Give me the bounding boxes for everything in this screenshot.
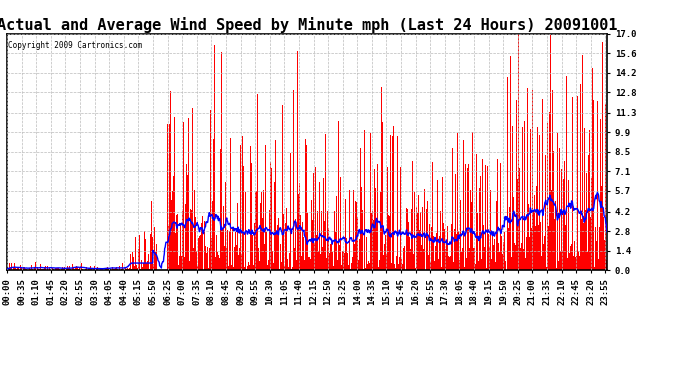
Text: Copyright 2009 Cartronics.com: Copyright 2009 Cartronics.com — [8, 41, 142, 50]
Title: Actual and Average Wind Speed by Minute mph (Last 24 Hours) 20091001: Actual and Average Wind Speed by Minute … — [0, 16, 618, 33]
